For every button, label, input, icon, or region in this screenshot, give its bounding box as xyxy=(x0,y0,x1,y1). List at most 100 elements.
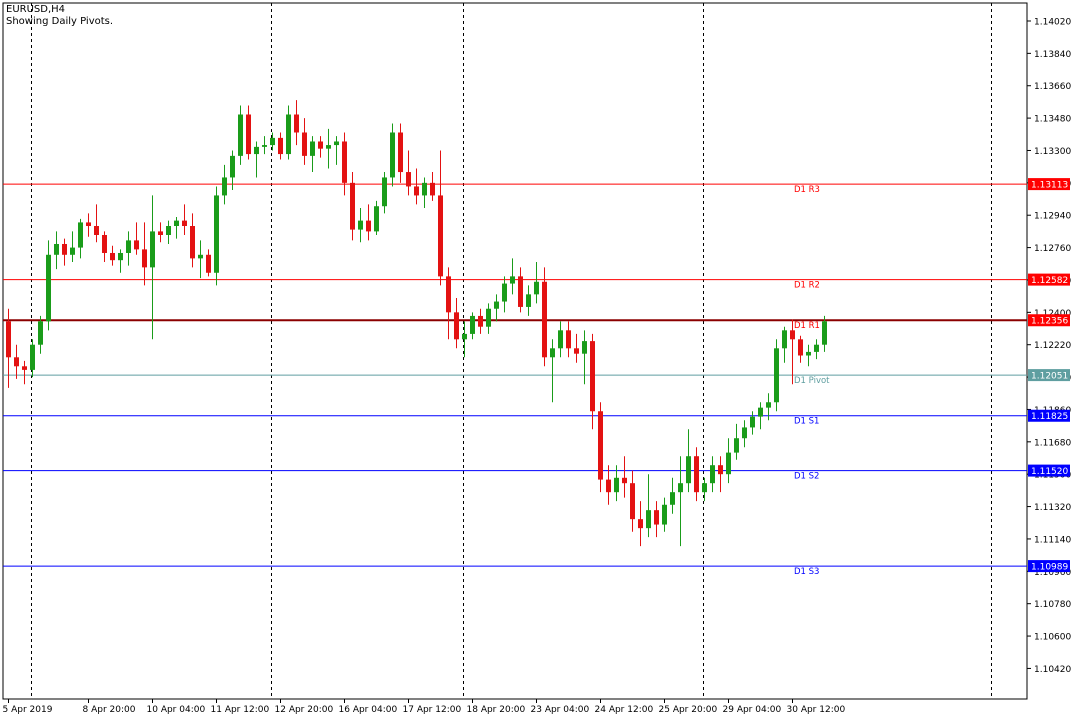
candle-body xyxy=(238,114,243,156)
candle-body xyxy=(86,222,91,227)
y-tick-label: 1.14020 xyxy=(1034,17,1071,27)
candle-body xyxy=(398,132,403,173)
y-tick-label: 1.12760 xyxy=(1034,244,1071,254)
candle-body xyxy=(790,330,795,340)
candle-body xyxy=(318,141,323,149)
candle-body xyxy=(14,357,19,367)
x-tick-label: 25 Apr 20:00 xyxy=(659,705,718,715)
candle-body xyxy=(230,155,235,178)
candle-body xyxy=(654,510,659,525)
candle-body xyxy=(134,240,139,250)
y-tick-label: 1.12220 xyxy=(1034,341,1071,351)
candle-body xyxy=(294,114,299,133)
candle-body xyxy=(646,510,651,529)
x-tick-label: 11 Apr 12:00 xyxy=(211,705,270,715)
candle-body xyxy=(494,301,499,309)
candle-body xyxy=(158,231,163,235)
candle-body xyxy=(78,222,83,248)
candle-body xyxy=(542,281,547,358)
candle-body xyxy=(110,252,115,261)
candle-body xyxy=(102,235,107,253)
candle-body xyxy=(190,226,195,259)
candle-body xyxy=(270,137,275,146)
candle-body xyxy=(486,308,491,327)
y-tick-label: 1.12940 xyxy=(1034,212,1071,222)
candle-body xyxy=(566,330,571,349)
candle-body xyxy=(22,366,27,370)
candle-body xyxy=(30,344,35,370)
y-tick-label: 1.10960 xyxy=(1034,568,1071,578)
x-tick-label: 16 Apr 04:00 xyxy=(339,705,398,715)
candle-body xyxy=(118,252,123,261)
candle-body xyxy=(54,243,59,255)
y-tick-label: 1.11320 xyxy=(1034,503,1071,513)
candle-body xyxy=(574,348,579,354)
candle-body xyxy=(94,226,99,235)
candle-body xyxy=(182,220,187,227)
x-tick-label: 10 Apr 04:00 xyxy=(147,705,206,715)
candle-body xyxy=(222,177,227,196)
x-tick-label: 24 Apr 12:00 xyxy=(595,705,654,715)
y-tick-label: 1.13480 xyxy=(1034,115,1071,125)
pivot-name-label: D1 R3 xyxy=(794,185,820,195)
x-tick-label: 23 Apr 04:00 xyxy=(531,705,590,715)
candle-body xyxy=(206,254,211,273)
candle-body xyxy=(702,483,707,493)
candle-body xyxy=(638,519,643,529)
x-tick-label: 12 Apr 20:00 xyxy=(275,705,334,715)
price-tag xyxy=(1028,314,1070,327)
candle-body xyxy=(550,348,555,358)
candle-body xyxy=(374,206,379,232)
candle-body xyxy=(534,281,539,295)
x-tick-label: 17 Apr 12:00 xyxy=(403,705,462,715)
candle-body xyxy=(254,146,259,155)
candle-body xyxy=(774,348,779,403)
candle-body xyxy=(630,483,635,520)
candle-body xyxy=(742,427,747,439)
candle-body xyxy=(806,351,811,356)
candle-body xyxy=(366,220,371,232)
candle-body xyxy=(438,195,443,277)
candle-body xyxy=(478,315,483,327)
candle-body xyxy=(518,276,523,307)
y-tick-label: 1.13300 xyxy=(1034,147,1071,157)
candle-body xyxy=(502,283,507,302)
candle-body xyxy=(606,479,611,493)
candle-body xyxy=(558,330,563,349)
candle-body xyxy=(262,145,267,147)
candle-body xyxy=(214,195,219,273)
pivot-name-label: D1 S2 xyxy=(794,472,819,482)
candle-body xyxy=(462,333,467,340)
candle-body xyxy=(150,231,155,268)
price-tag xyxy=(1028,178,1070,191)
candle-body xyxy=(598,411,603,480)
candle-body xyxy=(350,182,355,230)
price-tag-label: 1.12356 xyxy=(1031,317,1068,327)
price-tag xyxy=(1028,369,1070,382)
x-tick-label: 30 Apr 12:00 xyxy=(787,705,846,715)
candle-body xyxy=(302,132,307,156)
price-tag xyxy=(1028,273,1070,286)
candle-body xyxy=(198,254,203,259)
candle-body xyxy=(694,456,699,493)
price-tag-label: 1.13113 xyxy=(1031,181,1068,191)
candle-body xyxy=(422,182,427,196)
candle-body xyxy=(126,240,131,253)
y-tick-label: 1.10600 xyxy=(1034,633,1071,643)
price-tag-label: 1.11520 xyxy=(1031,467,1068,477)
candle-body xyxy=(246,114,251,155)
price-tag xyxy=(1028,409,1070,422)
candle-body xyxy=(358,220,363,230)
candle-body xyxy=(726,452,731,475)
candle-body xyxy=(310,141,315,156)
x-tick-label: 18 Apr 20:00 xyxy=(467,705,526,715)
price-tag xyxy=(1028,560,1070,573)
candle-body xyxy=(334,141,339,146)
pivot-name-label: D1 R2 xyxy=(794,281,820,291)
candle-body xyxy=(278,137,283,155)
y-tick-label: 1.11140 xyxy=(1034,535,1071,545)
candle-body xyxy=(510,276,515,284)
y-tick-label: 1.13840 xyxy=(1034,50,1071,60)
